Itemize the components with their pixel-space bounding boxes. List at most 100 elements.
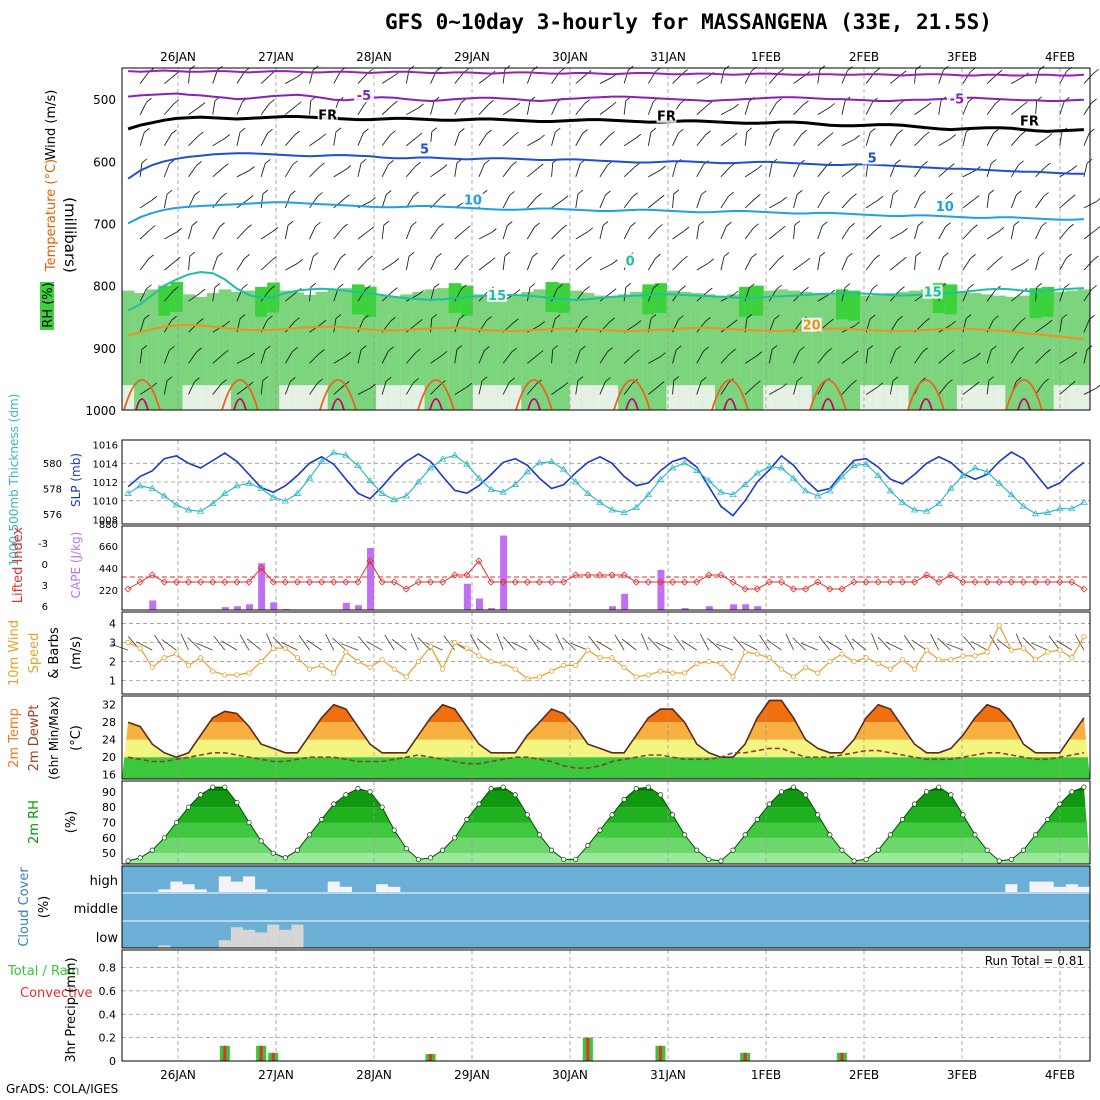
wind-speed-point: [718, 660, 724, 667]
wind-barb: [502, 351, 512, 364]
wind-barb: [914, 195, 921, 209]
surface-wind-barb: [187, 637, 201, 651]
isotherm-label: 10: [936, 200, 954, 215]
cloud-bar-low: [291, 924, 304, 948]
wind-barb-flag: [247, 381, 254, 387]
wind-barb: [260, 193, 264, 208]
precip-label-c: 3hr Precip (mm): [64, 957, 79, 1062]
wind-barb: [406, 107, 419, 116]
wind-barb: [381, 350, 389, 364]
wind-barb: [551, 386, 564, 395]
isotherm-label: 15: [924, 286, 942, 301]
thickness-point: [402, 492, 411, 499]
wind-barb-flag: [223, 349, 229, 355]
rh-moist-area: [763, 290, 776, 410]
wind-barb: [696, 75, 709, 84]
wind-barb-flag: [440, 380, 446, 385]
thickness-tick: 576: [43, 510, 62, 521]
rh-point: [306, 832, 313, 838]
bottom-date-label: 1FEB: [751, 1068, 781, 1082]
wind-barb-flag: [975, 352, 981, 358]
rh-point: [609, 812, 615, 818]
wind-barb-flag: [973, 381, 980, 387]
wind-barb: [720, 352, 731, 364]
wind-barb-flag: [586, 256, 592, 262]
surface-wind-barb: [707, 638, 722, 651]
surface-wind-barb: [332, 637, 347, 651]
thickness-point: [971, 464, 979, 471]
wind-barb: [1083, 349, 1088, 364]
surface-wind-barb: [681, 640, 697, 651]
thickness-point: [475, 474, 483, 481]
rh-dry-surface-patch: [279, 385, 292, 410]
rh-point: [512, 792, 518, 798]
li-point: [281, 578, 289, 586]
wind-barb-flag: [625, 282, 632, 288]
wind-barb: [139, 72, 149, 84]
rh-point: [452, 835, 458, 841]
wind-barb-flag: [559, 67, 565, 73]
wind-barb-flag: [708, 258, 715, 264]
upper-air-ytick: 500: [93, 93, 116, 107]
rh-dry-surface-patch: [194, 385, 208, 410]
rh-moist-area: [872, 294, 885, 410]
li-point: [233, 578, 241, 586]
wind-barb: [1059, 257, 1067, 271]
wind-barb: [744, 227, 754, 240]
thickness-point: [705, 476, 713, 484]
wind-barb-flag: [484, 346, 490, 351]
wind-barb-flag: [874, 68, 880, 73]
top-date-label: 27JAN: [258, 50, 294, 64]
wind-barb-flag: [335, 127, 342, 133]
wind-barb: [188, 292, 201, 302]
surface-wind-barb: [562, 637, 577, 651]
wind-barb-flag: [854, 135, 860, 140]
wind-barb: [672, 259, 683, 271]
wind-barb-flag: [915, 251, 922, 257]
precip-convective-bar: [223, 1045, 227, 1061]
rh-point: [875, 847, 881, 853]
wind-barb: [163, 133, 172, 146]
wind-speed-point: [1008, 647, 1014, 653]
rh-moist-area: [243, 290, 256, 410]
wind-barb-flag: [968, 283, 974, 289]
wind-barb-flag: [779, 225, 786, 231]
rh-point: [790, 784, 797, 790]
wind-barb-flag: [660, 352, 666, 357]
isotherm-20: [127, 323, 1084, 341]
wind-barb-flag: [1043, 378, 1049, 384]
wind-barb-flag: [587, 227, 594, 233]
wind-barb-flag: [751, 253, 757, 258]
wind-barb: [188, 351, 197, 364]
li-point: [910, 578, 919, 586]
wind-barb: [744, 384, 756, 395]
wind-barb: [720, 136, 733, 147]
rh-label: 2m RH: [27, 800, 42, 844]
rh-dry-surface-patch: [872, 385, 885, 410]
surface-wind-barb: [221, 640, 238, 651]
bottom-date-label: 30JAN: [552, 1068, 588, 1082]
isotherm--5: [128, 92, 1084, 103]
wind-barb: [672, 73, 683, 84]
rh-moist-area: [497, 298, 510, 410]
wind-barb: [744, 198, 756, 209]
legend-wind-label: Wind (m/s): [44, 90, 59, 161]
rh-moist-area: [1065, 290, 1079, 410]
wind-barb-flag: [561, 224, 567, 230]
top-date-label: 3FEB: [947, 50, 977, 64]
wind-barb-flag: [481, 189, 488, 195]
wind-speed-point: [294, 655, 301, 661]
wind-barb-flag: [264, 159, 271, 164]
wind-barb: [1083, 259, 1094, 271]
wind-barb: [430, 168, 443, 178]
wind-barb: [986, 230, 1000, 240]
wind-barb: [212, 324, 225, 333]
wind-barb-flag: [847, 66, 853, 72]
thickness-point: [935, 499, 943, 507]
wind-speed-point: [464, 645, 470, 651]
wind-barb-flag: [317, 378, 323, 384]
wind-speed-point: [682, 670, 688, 676]
cape-bar: [754, 606, 762, 610]
slp-tick: 1014: [93, 459, 118, 470]
wind-barb: [478, 232, 492, 240]
